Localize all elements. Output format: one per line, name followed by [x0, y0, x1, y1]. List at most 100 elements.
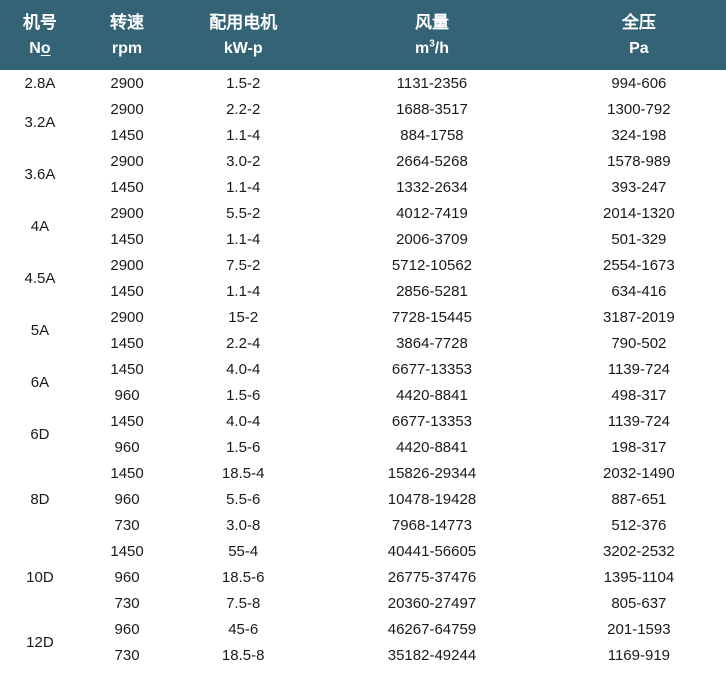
motor-cell: 7.5-8: [174, 590, 313, 616]
motor-cell: 5.5-2: [174, 200, 313, 226]
table-row: 960 18.5-6 26775-37476 1395-1104: [0, 564, 726, 590]
pressure-cell: 198-317: [551, 434, 726, 460]
airflow-cell: 26775-37476: [312, 564, 552, 590]
pressure-cell: 501-329: [551, 226, 726, 252]
table-row: 6A 1450 4.0-4 6677-13353 1139-724: [0, 356, 726, 408]
motor-cell: 18.5-8: [174, 642, 313, 668]
table-row: 1450 2.2-4 3864-7728 790-502: [0, 330, 726, 356]
model-cell: 10D: [0, 538, 80, 616]
header-pressure-zh: 全压: [551, 0, 726, 37]
header-row-unit: No rpm kW-p m3/h Pa: [0, 37, 726, 70]
pressure-cell: 3187-2019: [551, 304, 726, 330]
airflow-cell: 40441-56605: [312, 538, 552, 564]
pressure-cell: 3202-2532: [551, 538, 726, 564]
model-cell: 5A: [0, 304, 80, 356]
table-row: 8D 1450 18.5-4 15826-29344 2032-1490: [0, 460, 726, 538]
header-model-unit-n: N: [29, 40, 41, 57]
model-cell: 8D: [0, 460, 80, 538]
model-cell: 6A: [0, 356, 80, 408]
airflow-cell: 20360-27497: [312, 590, 552, 616]
rpm-cell: 2900: [79, 70, 175, 96]
motor-cell: 5.5-6: [174, 486, 313, 512]
motor-cell: 55-4: [174, 538, 313, 564]
rpm-cell: 1450: [79, 122, 175, 148]
table-row: 3.6A 2900 3.0-2 2664-5268 1578-989: [0, 148, 726, 200]
table-row: 730 3.0-8 7968-14773 512-376: [0, 512, 726, 538]
airflow-cell: 7728-15445: [312, 304, 552, 330]
motor-cell: 3.0-8: [174, 512, 313, 538]
rpm-cell: 2900: [79, 304, 175, 330]
pressure-cell: 1169-919: [551, 642, 726, 668]
table-row: 1450 1.1-4 1332-2634 393-247: [0, 174, 726, 200]
header-airflow-zh: 风量: [312, 0, 552, 37]
airflow-cell: 4420-8841: [312, 382, 552, 408]
table-row: 730 18.5-8 35182-49244 1169-919: [0, 642, 726, 668]
rpm-cell: 1450: [79, 174, 175, 200]
airflow-cell: 884-1758: [312, 122, 552, 148]
table-row: 4A 2900 5.5-2 4012-7419 2014-1320: [0, 200, 726, 252]
header-model-unit: No: [0, 37, 80, 70]
table-row: 960 5.5-6 10478-19428 887-651: [0, 486, 726, 512]
airflow-cell: 2664-5268: [312, 148, 552, 174]
pressure-cell: 1300-792: [551, 96, 726, 122]
table-row: 1450 1.1-4 884-1758 324-198: [0, 122, 726, 148]
pressure-cell: 634-416: [551, 278, 726, 304]
airflow-cell: 4420-8841: [312, 434, 552, 460]
motor-cell: 4.0-4: [174, 356, 313, 382]
motor-cell: 1.5-2: [174, 70, 313, 96]
table-row: 4.5A 2900 7.5-2 5712-10562 2554-1673: [0, 252, 726, 304]
motor-cell: 1.1-4: [174, 174, 313, 200]
table-row: 6D 1450 4.0-4 6677-13353 1139-724: [0, 408, 726, 460]
header-airflow-unit: m3/h: [312, 37, 552, 70]
motor-cell: 18.5-6: [174, 564, 313, 590]
rpm-cell: 730: [79, 512, 175, 538]
pressure-cell: 1139-724: [551, 408, 726, 434]
rpm-cell: 1450: [79, 538, 175, 564]
rpm-cell: 730: [79, 642, 175, 668]
rpm-cell: 730: [79, 590, 175, 616]
motor-cell: 1.5-6: [174, 382, 313, 408]
pressure-cell: 324-198: [551, 122, 726, 148]
airflow-cell: 3864-7728: [312, 330, 552, 356]
fan-spec-table: 机号 转速 配用电机 风量 全压 No rpm kW-p m3/h Pa 2.8…: [0, 0, 726, 668]
rpm-cell: 2900: [79, 200, 175, 226]
airflow-cell: 1688-3517: [312, 96, 552, 122]
table-row: 3.2A 2900 2.2-2 1688-3517 1300-792: [0, 96, 726, 148]
header-speed-unit: rpm: [79, 37, 175, 70]
motor-cell: 15-2: [174, 304, 313, 330]
table-body: 2.8A 2900 1.5-2 1131-2356 994-606 3.2A 2900 2.2…: [0, 70, 726, 668]
rpm-cell: 960: [79, 486, 175, 512]
motor-cell: 18.5-4: [174, 460, 313, 486]
pressure-cell: 2554-1673: [551, 252, 726, 278]
rpm-cell: 960: [79, 382, 175, 408]
header-pressure-unit: Pa: [551, 37, 726, 70]
header-motor-unit: kW-p: [174, 37, 313, 70]
motor-cell: 1.5-6: [174, 434, 313, 460]
airflow-cell: 5712-10562: [312, 252, 552, 278]
motor-cell: 45-6: [174, 616, 313, 642]
rpm-cell: 1450: [79, 226, 175, 252]
airflow-cell: 46267-64759: [312, 616, 552, 642]
table-row: 730 7.5-8 20360-27497 805-637: [0, 590, 726, 616]
rpm-cell: 1450: [79, 460, 175, 486]
airflow-cell: 6677-13353: [312, 408, 552, 434]
pressure-cell: 498-317: [551, 382, 726, 408]
airflow-cell: 4012-7419: [312, 200, 552, 226]
header-motor-zh: 配用电机: [174, 0, 313, 37]
motor-cell: 3.0-2: [174, 148, 313, 174]
motor-cell: 2.2-2: [174, 96, 313, 122]
airflow-cell: 6677-13353: [312, 356, 552, 382]
pressure-cell: 1139-724: [551, 356, 726, 382]
motor-cell: 1.1-4: [174, 226, 313, 252]
rpm-cell: 1450: [79, 330, 175, 356]
table-row: 2.8A 2900 1.5-2 1131-2356 994-606: [0, 70, 726, 96]
airflow-cell: 10478-19428: [312, 486, 552, 512]
table-row: 1450 1.1-4 2856-5281 634-416: [0, 278, 726, 304]
table-row: 10D 1450 55-4 40441-56605 3202-2532: [0, 538, 726, 616]
pressure-cell: 393-247: [551, 174, 726, 200]
motor-cell: 1.1-4: [174, 122, 313, 148]
header-model-zh: 机号: [0, 0, 80, 37]
rpm-cell: 960: [79, 616, 175, 642]
rpm-cell: 2900: [79, 252, 175, 278]
